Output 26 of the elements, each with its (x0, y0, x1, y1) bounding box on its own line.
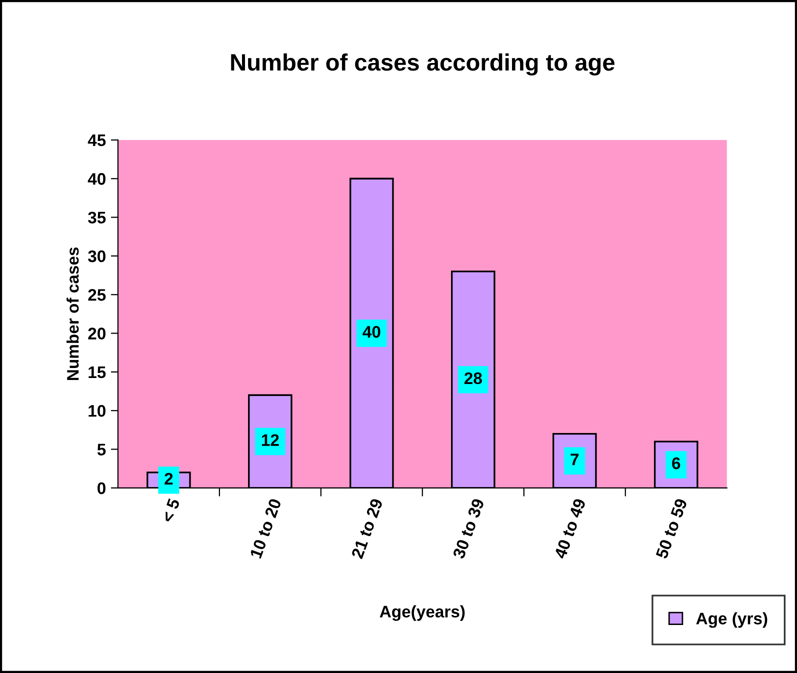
y-tick-label: 30 (88, 250, 106, 262)
y-tick-label: 25 (88, 289, 106, 301)
data-label: 40 (362, 326, 380, 338)
y-tick-label: 10 (88, 405, 106, 417)
x-tick-label: 50 to 59 (655, 498, 688, 560)
y-tick-label: 5 (97, 444, 106, 456)
x-tick-label: 30 to 39 (452, 498, 484, 560)
x-tick-label: 21 to 29 (351, 498, 383, 560)
data-label: 7 (570, 454, 579, 466)
y-axis-title: Number of cases (66, 247, 79, 380)
data-label: 28 (464, 372, 482, 384)
x-tick-label: < 5 (161, 498, 180, 523)
y-tick-label: 0 (98, 482, 106, 494)
x-tick-label: 10 to 20 (250, 498, 282, 559)
x-tick-label: 40 to 49 (554, 498, 586, 560)
data-label: 12 (262, 434, 279, 446)
legend-label: Age (yrs) (696, 612, 768, 628)
chart-title: Number of cases according to age (231, 53, 614, 76)
y-tick-label: 15 (88, 366, 106, 378)
x-axis-title: Age(years) (380, 605, 465, 621)
y-tick-label: 20 (88, 328, 106, 340)
y-tick-label: 45 (88, 134, 106, 146)
y-tick-label: 40 (88, 173, 106, 185)
data-label: 6 (672, 457, 680, 470)
y-tick-label: 35 (88, 212, 106, 224)
data-label: 2 (164, 472, 173, 485)
